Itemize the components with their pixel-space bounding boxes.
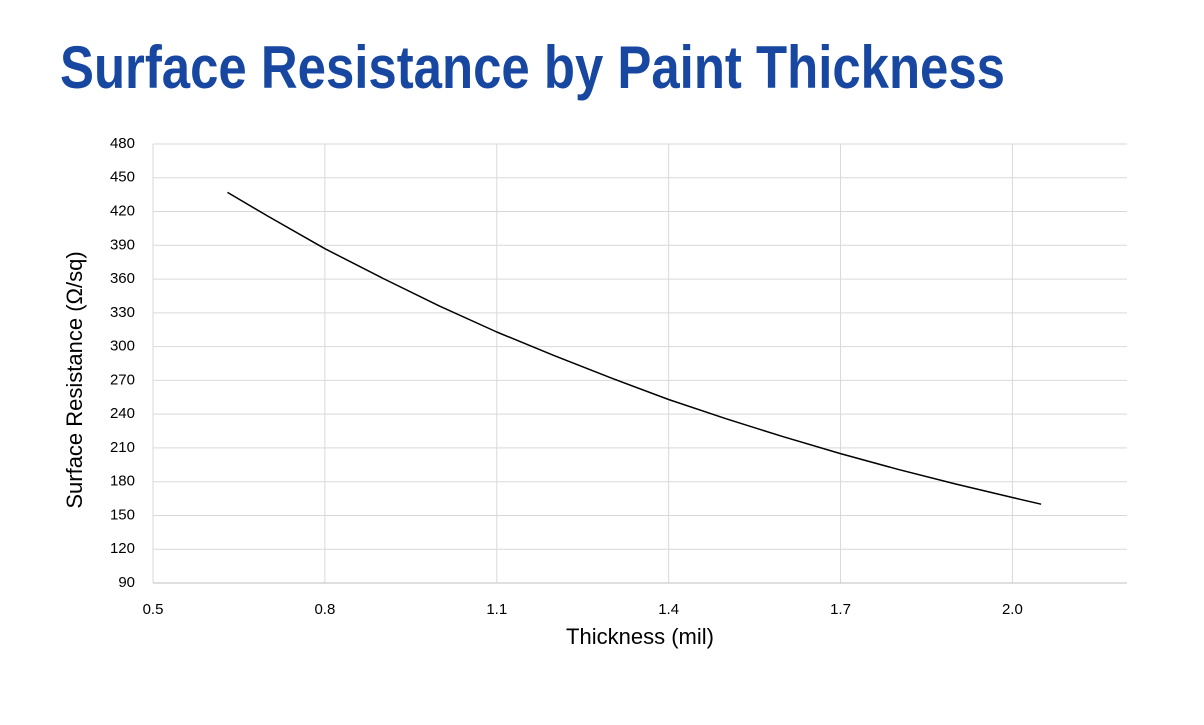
y-axis-title: Surface Resistance (Ω/sq) [62, 251, 87, 508]
chart-title: Surface Resistance by Paint Thickness [60, 34, 1005, 101]
y-tick-label: 420 [110, 203, 135, 220]
y-tick-label: 360 [110, 270, 135, 287]
y-tick-label: 450 [110, 169, 135, 186]
y-tick-label: 180 [110, 473, 135, 490]
y-tick-label: 240 [110, 405, 135, 422]
y-tick-label: 480 [110, 135, 135, 152]
y-tick-label: 210 [110, 439, 135, 456]
y-tick-label: 300 [110, 338, 135, 355]
x-tick-label: 1.4 [658, 601, 679, 618]
x-tick-label: 2.0 [1002, 601, 1023, 618]
x-tick-label: 0.8 [314, 601, 335, 618]
y-tick-label: 150 [110, 506, 135, 523]
y-tick-label: 270 [110, 371, 135, 388]
x-tick-label: 0.5 [143, 601, 164, 618]
x-axis-title: Thickness (mil) [566, 624, 714, 649]
data-line [227, 191, 1042, 505]
x-tick-label: 1.7 [830, 601, 851, 618]
y-tick-label: 90 [118, 574, 135, 591]
y-tick-label: 330 [110, 304, 135, 321]
y-tick-label: 390 [110, 236, 135, 253]
x-tick-label: 1.1 [486, 601, 507, 618]
y-tick-label: 120 [110, 540, 135, 557]
